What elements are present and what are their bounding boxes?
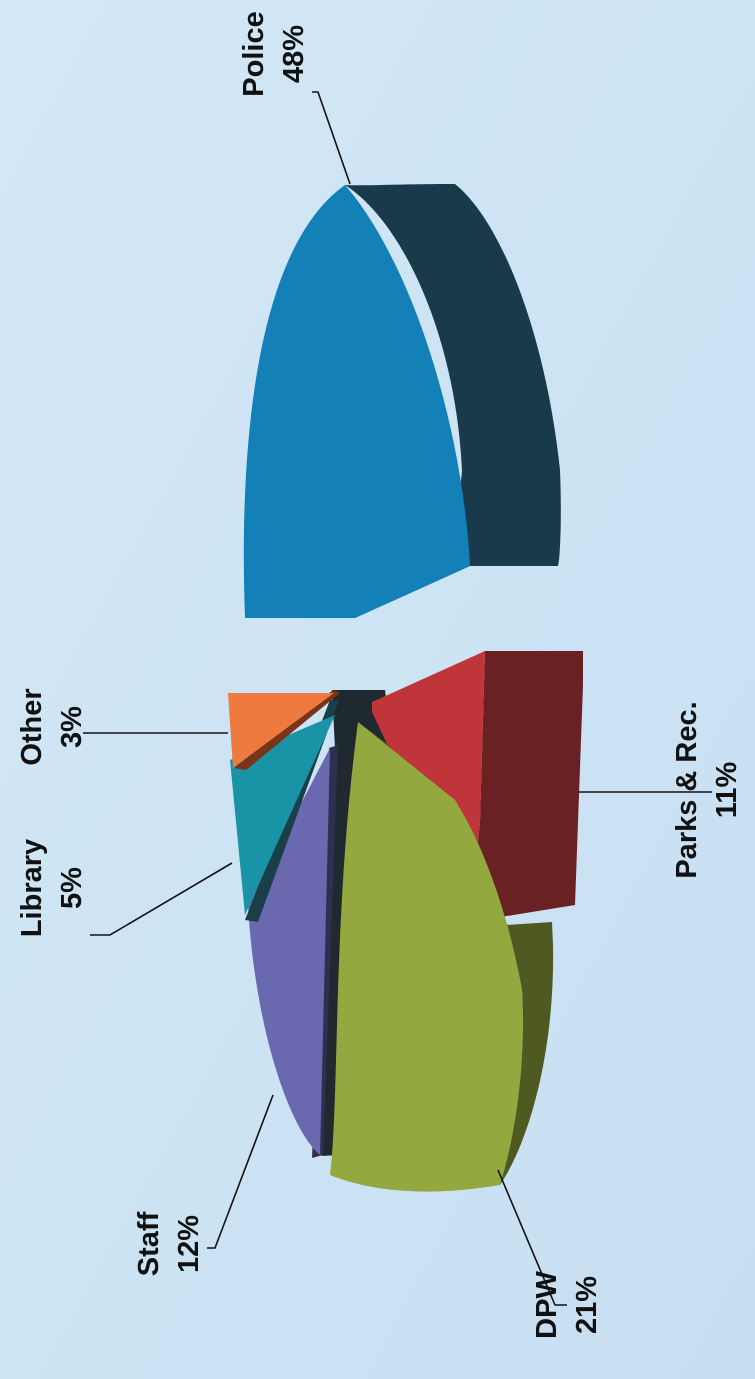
- slice-library-face: [230, 715, 335, 915]
- leaders-layer: [83, 91, 712, 1306]
- labels-layer: Police 48% Parks & Rec. 11% DPW 21% Staff 12% Li…: [16, 11, 743, 1339]
- label-parks-rec: Parks & Rec. 11%: [671, 701, 743, 878]
- slice-police: [243, 184, 561, 618]
- slice-value-library: 5%: [56, 867, 88, 909]
- slice-label-other: Other: [16, 688, 48, 765]
- slice-parks-rec-side: [470, 651, 583, 922]
- slice-dpw: [330, 722, 554, 1192]
- slice-library: [230, 700, 339, 922]
- slice-value-other: 3%: [56, 706, 88, 748]
- label-other: Other 3%: [16, 688, 88, 765]
- label-dpw: DPW 21%: [531, 1271, 603, 1339]
- label-library: Library 5%: [16, 839, 88, 937]
- slice-staff-face: [248, 748, 330, 1155]
- slice-label-staff: Staff: [133, 1211, 165, 1276]
- slice-value-dpw: 21%: [571, 1276, 603, 1334]
- leader-line-staff: [207, 1094, 274, 1249]
- slice-staff: [248, 745, 338, 1158]
- leader-line-police: [312, 91, 351, 185]
- slice-value-police: 48%: [278, 25, 310, 83]
- label-staff: Staff 12%: [133, 1211, 205, 1276]
- leader-line-library: [90, 862, 233, 936]
- leader-line-dpw: [497, 1169, 567, 1306]
- slice-value-parks-rec: 11%: [711, 762, 743, 819]
- slice-dpw-face: [330, 722, 523, 1192]
- slice-value-staff: 12%: [173, 1215, 205, 1273]
- slice-police-side: [345, 184, 561, 618]
- slice-police-face: [243, 185, 470, 618]
- slice-other: [228, 690, 340, 770]
- slice-label-dpw: DPW: [531, 1271, 563, 1339]
- slice-other-side: [234, 690, 340, 770]
- slice-label-police: Police: [238, 11, 270, 96]
- slices-layer: [228, 184, 583, 1192]
- label-police: Police 48%: [238, 11, 310, 96]
- slice-label-parks-rec: Parks & Rec.: [671, 701, 703, 878]
- slice-label-library: Library: [16, 839, 48, 937]
- slice-other-face: [228, 693, 334, 768]
